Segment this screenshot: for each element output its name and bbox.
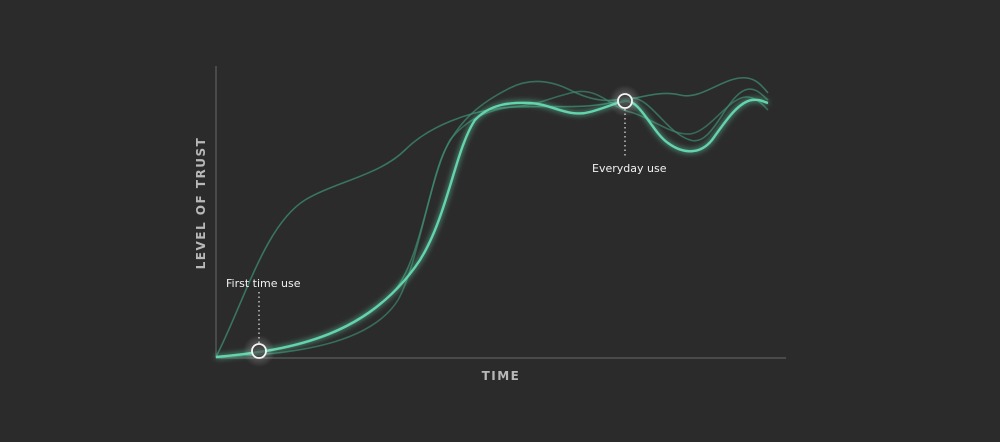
y-axis-label: LEVEL OF TRUST: [194, 137, 208, 270]
everyday-use-label: Everyday use: [592, 162, 667, 175]
everyday-use-marker: [617, 93, 633, 109]
first-use-label: First time use: [226, 277, 301, 290]
trust-curve-main: [215, 98, 769, 359]
x-axis-label: TIME: [482, 369, 521, 383]
trust-curve-faint-2: [215, 80, 769, 358]
trust-curve-faint-1: [215, 76, 769, 358]
first-use-marker: [251, 343, 267, 359]
trust-curve-faint-3: [215, 90, 769, 358]
